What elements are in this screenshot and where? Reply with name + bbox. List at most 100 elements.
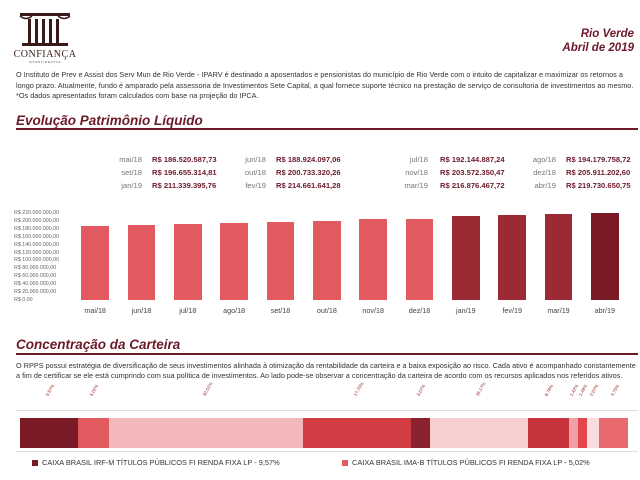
intro-note: *Os dados apresentados foram calculados …: [16, 91, 259, 101]
y-axis-tick: R$ 60.000.000,00: [14, 273, 57, 280]
city-name: Rio Verde: [580, 28, 634, 40]
value-month-label: abr/19: [534, 181, 556, 190]
allocation-segment: 9,57%: [20, 383, 79, 448]
value-amount: R$ 214.661.641,28: [276, 181, 341, 190]
value-amount: R$ 203.572.350,47: [440, 168, 505, 177]
value-amount: R$ 192.144.887,24: [440, 155, 505, 164]
value-month-label: jun/18: [245, 155, 266, 164]
x-axis-tick: nov/18: [362, 306, 384, 315]
logo-sub: INVESTIMENTOS: [28, 60, 62, 64]
section-rule: [16, 353, 638, 355]
section-title-carteira: Concentração da Carteira: [16, 337, 181, 352]
value-amount: R$ 188.924.097,06: [276, 155, 341, 164]
value-amount: R$ 216.876.467,72: [440, 181, 505, 190]
chart-bar: [266, 222, 295, 300]
value-month-label: dez/18: [533, 168, 556, 177]
chart-bar: [498, 215, 527, 300]
patrimonio-bar-chart: R$ 0,00 R$ 20.000.000,00 R$ 40.000.000,00 R…: [10, 205, 638, 325]
x-axis-tick: mar/19: [547, 306, 570, 315]
allocation-percent-label: 4,70%: [609, 383, 621, 397]
legend-label: CAIXA BRASIL IMA-B TÍTULOS PÚBLICOS FI R…: [352, 458, 590, 467]
value-amount: R$ 186.520.587,73: [152, 155, 217, 164]
divider: [16, 451, 638, 452]
y-axis-tick: R$ 220.000.000,00: [14, 210, 60, 216]
allocation-segment: 3,07%: [410, 383, 430, 448]
allocation-percent-label: 16,17%: [474, 381, 487, 397]
x-axis-tick: abr/19: [594, 306, 616, 315]
allocation-percent-label: 6,78%: [544, 383, 555, 397]
divider: [16, 410, 638, 411]
chart-bar: [173, 224, 202, 300]
x-axis-tick: dez/18: [408, 306, 431, 315]
allocation-percent-label: 5,02%: [89, 383, 100, 397]
legend-item: CAIXA BRASIL IRF-M TÍTULOS PÚBLICOS FI R…: [32, 458, 280, 467]
allocation-percent-label: 3,07%: [415, 383, 427, 397]
allocation-segment: 16,17%: [429, 381, 528, 448]
legend-label: CAIXA BRASIL IRF-M TÍTULOS PÚBLICOS FI R…: [42, 458, 280, 467]
report-date: Abril de 2019: [562, 42, 634, 54]
y-axis-tick: R$ 100.000.000,00: [14, 257, 60, 264]
value-month-label: mar/19: [404, 181, 428, 190]
value-amount: R$ 205.911.202,60: [566, 168, 631, 177]
x-axis-tick: fev/19: [502, 306, 522, 315]
allocation-segment: 4,70%: [599, 383, 628, 448]
allocation-segment: 2,07%: [586, 383, 599, 448]
chart-bar: [359, 219, 388, 300]
value-month-label: ago/18: [532, 155, 556, 164]
y-axis-tick: R$ 40.000.000,00: [14, 281, 57, 288]
allocation-percent-label: 32,01%: [201, 381, 214, 397]
chart-bar: [451, 216, 480, 300]
allocation-segment: 32,01%: [108, 381, 304, 448]
allocation-segment: 17,70%: [303, 381, 411, 448]
value-month-label: set/18: [121, 168, 142, 177]
allocation-segment: 6,78%: [527, 383, 570, 448]
y-axis-tick: R$ 0,00: [14, 297, 33, 303]
value-amount: R$ 200.733.320,26: [276, 168, 341, 177]
x-axis-tick: out/18: [316, 306, 337, 315]
allocation-stacked-bar: 9,57% 5,02% 32,01% 17,70% 3,07% 16,17% 6,78% 1,…: [20, 381, 628, 448]
column-temple-icon: [19, 13, 71, 46]
logo-name: CONFIANÇA: [13, 49, 77, 60]
x-axis-tick: set/18: [270, 306, 291, 315]
legend-swatch: [32, 459, 38, 466]
y-axis-tick: R$ 180.000.000,00: [14, 225, 60, 232]
y-axis-tick: R$ 200.000.000,00: [14, 217, 60, 224]
legend-item: CAIXA BRASIL IMA-B TÍTULOS PÚBLICOS FI R…: [342, 458, 590, 467]
chart-bar: [590, 213, 619, 300]
x-axis-tick: jul/18: [179, 306, 197, 315]
value-month-label: jan/19: [121, 181, 142, 190]
value-month-label: mai/18: [119, 155, 142, 164]
x-axis-tick: mai/18: [84, 306, 106, 315]
x-axis-tick: jan/19: [456, 306, 476, 315]
chart-bar: [544, 214, 573, 300]
value-month-label: jul/18: [409, 155, 428, 164]
value-month-label: fev/19: [245, 181, 266, 190]
carteira-paragraph: O RPPS possui estratégia de diversificaç…: [16, 361, 636, 381]
value-month-label: nov/18: [405, 168, 428, 177]
value-amount: R$ 196.655.314,81: [152, 168, 217, 177]
chart-bar: [220, 223, 249, 300]
value-amount: R$ 194.179.758,72: [566, 155, 631, 164]
allocation-segment: 1,49%: [577, 383, 589, 448]
value-month-label: out/18: [244, 168, 266, 177]
y-axis-tick: R$ 160.000.000,00: [14, 233, 60, 240]
allocation-segment: 1,42%: [569, 383, 580, 448]
x-axis-tick: ago/18: [223, 306, 246, 315]
value-amount: R$ 211.339.395,76: [152, 181, 217, 190]
report-header: Rio Verde Abril de 2019: [562, 27, 634, 55]
chart-bar: [312, 220, 341, 300]
allocation-percent-label: 2,07%: [588, 383, 600, 397]
chart-bar: [81, 226, 110, 300]
intro-paragraph: O Instituto de Prev e Assist dos Serv Mu…: [16, 70, 634, 90]
logo: CONFIANÇA INVESTIMENTOS: [10, 12, 80, 70]
legend-swatch: [342, 459, 348, 466]
x-axis-tick: jun/18: [131, 306, 152, 315]
y-axis-tick: R$ 140.000.000,00: [14, 241, 60, 248]
y-axis-tick: R$ 80.000.000,00: [14, 265, 57, 272]
y-axis-tick: R$ 20.000.000,00: [14, 289, 57, 296]
y-axis-tick: R$ 120.000.000,00: [14, 249, 60, 256]
allocation-segment: 5,02%: [78, 383, 109, 448]
chart-bar: [127, 225, 156, 300]
allocation-percent-label: 17,70%: [352, 381, 365, 397]
intro-text: O Instituto de Prev e Assist dos Serv Mu…: [16, 70, 636, 102]
